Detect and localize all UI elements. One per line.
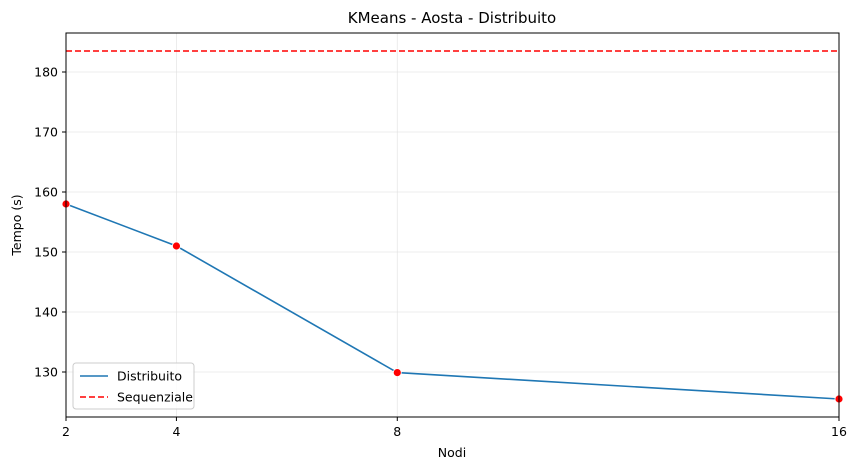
plot-frame [65,32,840,418]
x-tick-label: 2 [62,424,70,439]
chart-title: KMeans - Aosta - Distribuito [348,9,556,27]
y-tick-label: 140 [34,305,58,320]
x-tick-label: 8 [393,424,401,439]
x-tick-label: 16 [831,424,847,439]
x-axis-ticks: 2 4 8 16 [62,417,847,439]
x-tick-label: 4 [172,424,180,439]
y-axis-ticks: 130 140 150 160 170 180 [34,65,66,380]
x-axis-label: Nodi [438,445,466,460]
legend-entry: Distribuito [117,369,182,384]
distribuito-line [65,203,840,400]
y-tick-label: 160 [34,185,58,200]
data-point [392,368,402,378]
data-markers [61,199,844,404]
y-tick-label: 150 [34,245,58,260]
legend-entry: Sequenziale [117,390,193,405]
y-tick-label: 170 [34,125,58,140]
y-axis-label: Tempo (s) [9,194,24,256]
y-tick-label: 180 [34,65,58,80]
grid [65,33,840,417]
series-lines [65,203,840,400]
legend: Distribuito Sequenziale [72,362,195,410]
data-point [172,241,181,251]
y-tick-label: 130 [34,365,58,380]
